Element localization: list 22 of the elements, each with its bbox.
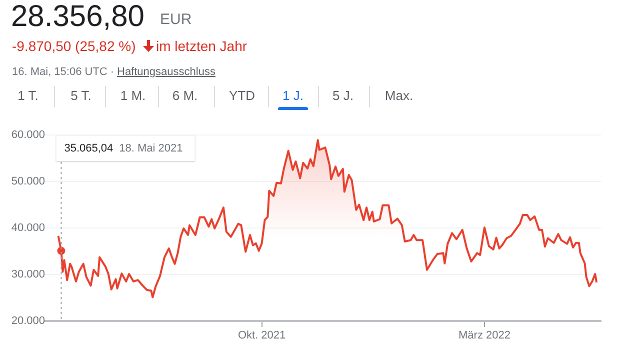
annotation: 35.065,04 18. Mai 2021 bbox=[64, 142, 183, 155]
x-tick-label: März 2022 bbox=[458, 330, 510, 342]
text: -9.870,50 (25,82 %) bbox=[12, 38, 136, 54]
y-tick-label: 40.000 bbox=[11, 222, 45, 234]
text: 1 J. bbox=[282, 88, 304, 103]
y-tick-label: 20.000 bbox=[11, 315, 45, 328]
text: 16. Mai, 15:06 UTC · bbox=[12, 66, 114, 78]
text: Haftungsausschluss bbox=[117, 66, 216, 78]
y-tick-label: 50.000 bbox=[11, 176, 45, 188]
text: Max. bbox=[384, 88, 414, 103]
chart-title: 28.356,80 bbox=[11, 0, 144, 34]
y-tick-label: 30.000 bbox=[11, 268, 45, 281]
text: 5 J. bbox=[332, 88, 354, 103]
text: 1 M. bbox=[120, 88, 146, 103]
text: im letzten Jahr bbox=[156, 38, 248, 54]
text: EUR bbox=[160, 11, 192, 28]
text: 1 T. bbox=[18, 88, 38, 103]
text: 5 T. bbox=[70, 88, 92, 103]
x-tick-label: Okt. 2021 bbox=[238, 330, 286, 342]
text: YTD bbox=[229, 88, 255, 103]
text: 6 M. bbox=[172, 88, 198, 103]
y-tick-label: 60.000 bbox=[11, 129, 45, 142]
